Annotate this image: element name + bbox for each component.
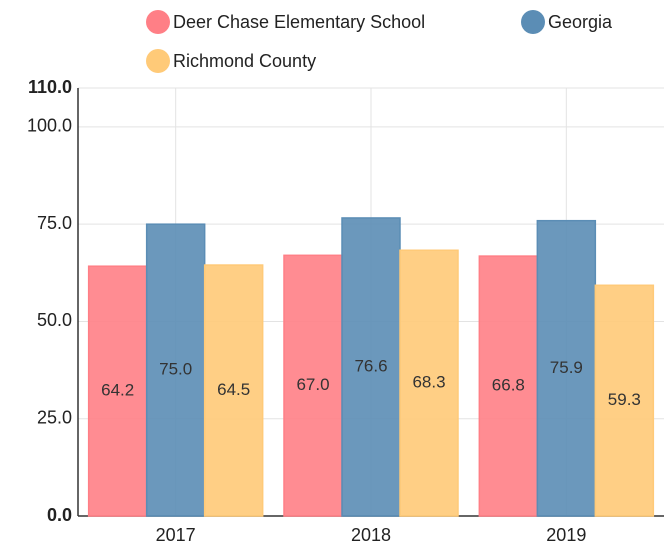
legend-swatch [146,10,170,34]
x-tick-label: 2017 [156,525,196,545]
y-tick-label: 100.0 [27,116,72,136]
bar [203,264,264,517]
value-label: 66.8 [492,376,525,395]
value-label: 75.9 [550,358,583,377]
value-label: 59.3 [608,390,641,409]
bar [283,254,343,517]
y-tick-label: 0.0 [47,505,72,525]
legend-label: Deer Chase Elementary School [173,12,425,32]
bar [594,284,655,517]
y-tick-label: 50.0 [37,310,72,330]
legend-swatch [521,10,545,34]
bar [145,223,206,517]
bar [536,219,597,517]
y-tick-label: 25.0 [37,407,72,427]
x-tick-label: 2019 [546,525,586,545]
value-label: 67.0 [296,375,329,394]
bar [87,265,148,517]
value-label: 68.3 [412,373,445,392]
y-tick-label: 75.0 [37,213,72,233]
value-label: 64.2 [101,381,134,400]
legend-label: Richmond County [173,51,316,71]
x-tick-label: 2018 [351,525,391,545]
bar [341,217,401,517]
legend-swatch [146,49,170,73]
value-label: 64.5 [217,380,250,399]
value-label: 76.6 [354,356,387,375]
value-label: 75.0 [159,360,192,379]
legend-label: Georgia [548,12,613,32]
y-tick-label: 110.0 [28,77,72,97]
bar [399,249,459,517]
